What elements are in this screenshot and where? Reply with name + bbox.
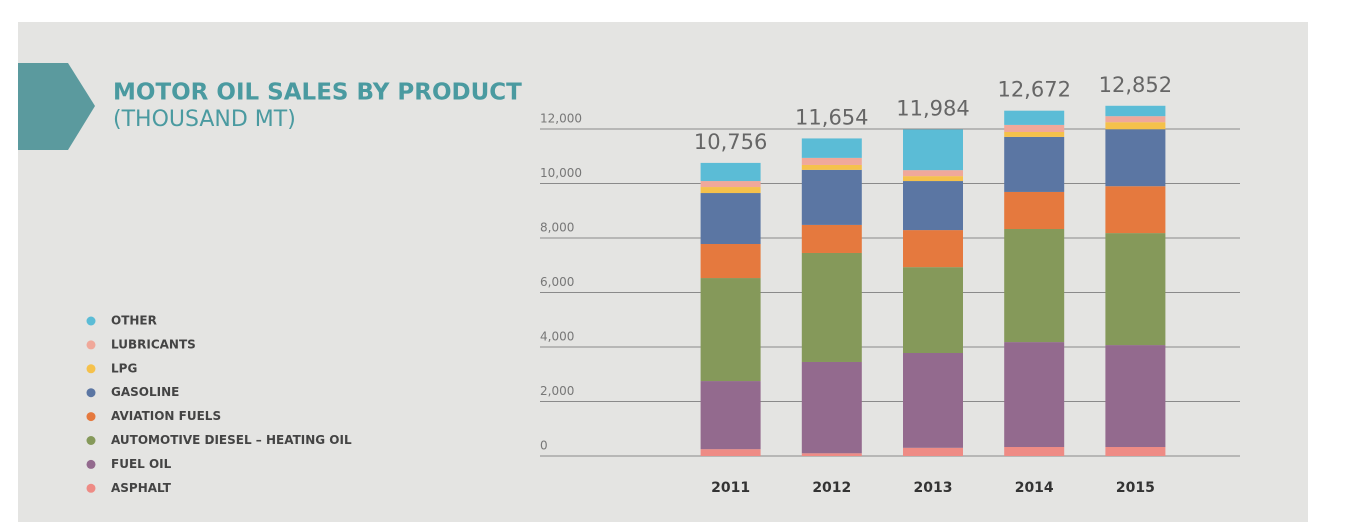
bar-segment <box>1105 186 1166 234</box>
bar-segment <box>1004 110 1065 125</box>
chart-title: MOTOR OIL SALES BY PRODUCT <box>113 80 522 106</box>
legend-swatch <box>86 388 96 398</box>
legend-label: AVIATION FUELS <box>111 409 221 423</box>
bar-segment <box>1105 447 1166 456</box>
bar-segment <box>1105 122 1166 130</box>
legend-swatch <box>86 340 96 350</box>
bar-segment <box>1105 345 1166 448</box>
x-tick-label: 2013 <box>914 480 953 496</box>
bar-segment <box>1004 447 1065 456</box>
total-label: 12,852 <box>1099 73 1172 97</box>
total-label: 11,654 <box>795 105 868 129</box>
legend-label: LPG <box>111 361 137 375</box>
legend-label: OTHER <box>111 314 157 328</box>
bar-segment <box>1004 191 1065 230</box>
bar-segment <box>1105 105 1166 117</box>
bar-segment <box>903 176 963 182</box>
legend-label: GASOLINE <box>111 385 179 399</box>
x-tick-label: 2015 <box>1116 480 1155 496</box>
y-tick-label: 0 <box>540 439 548 453</box>
bar-segment <box>801 169 862 225</box>
bar-segment <box>1004 131 1065 137</box>
panel <box>18 22 1308 522</box>
y-tick-label: 4,000 <box>540 330 574 344</box>
bar-segment <box>801 157 862 165</box>
y-tick-label: 10,000 <box>540 166 582 180</box>
bar-segment <box>700 381 761 450</box>
title-marker <box>18 63 95 150</box>
bar-segment <box>801 453 862 456</box>
bar-segment <box>1004 229 1065 343</box>
legend-swatch <box>86 436 96 445</box>
legend-label: AUTOMOTIVE DIESEL – HEATING OIL <box>111 433 352 447</box>
bar-segment <box>1004 124 1065 132</box>
bar-segment <box>1004 342 1065 448</box>
bar-segment <box>903 267 963 353</box>
bar-segment <box>700 449 761 456</box>
bar-segment <box>1105 233 1166 346</box>
bar-segment <box>1105 116 1166 123</box>
chart-subtitle: (THOUSAND MT) <box>113 107 296 132</box>
y-tick-label: 12,000 <box>540 112 582 126</box>
legend-label: LUBRICANTS <box>111 337 196 351</box>
bar-segment <box>903 230 963 268</box>
total-label: 10,756 <box>694 130 767 154</box>
bar-segment <box>700 187 761 194</box>
x-tick-label: 2012 <box>812 480 851 496</box>
bar-segment <box>801 138 862 158</box>
y-tick-label: 8,000 <box>540 221 574 235</box>
bar-segment <box>1105 129 1166 187</box>
legend-swatch <box>86 483 96 493</box>
bar-segment <box>903 181 963 231</box>
bar-segment <box>700 181 761 188</box>
bar-segment <box>801 224 862 253</box>
legend-label: ASPHALT <box>111 481 172 495</box>
bar-segment <box>700 278 761 382</box>
legend-swatch <box>86 364 96 374</box>
bar-segment <box>700 243 761 279</box>
bar-segment <box>903 129 963 171</box>
bar-segment <box>801 252 862 362</box>
bar-segment <box>903 447 963 456</box>
legend-swatch <box>86 316 96 326</box>
bar-segment <box>903 170 963 177</box>
bar-segment <box>801 361 862 454</box>
bar-segment <box>801 164 862 170</box>
bar-segment <box>700 162 761 182</box>
bar-segment <box>700 193 761 244</box>
y-tick-label: 2,000 <box>540 384 574 398</box>
bar-segment <box>903 352 963 448</box>
y-tick-label: 6,000 <box>540 275 574 289</box>
bar-segment <box>1004 136 1065 192</box>
x-tick-label: 2011 <box>711 480 750 496</box>
legend-swatch <box>86 412 96 422</box>
legend-label: FUEL OIL <box>111 457 172 471</box>
legend-swatch <box>86 459 96 469</box>
total-label: 12,672 <box>997 78 1070 102</box>
total-label: 11,984 <box>896 96 969 120</box>
x-tick-label: 2014 <box>1015 480 1054 496</box>
